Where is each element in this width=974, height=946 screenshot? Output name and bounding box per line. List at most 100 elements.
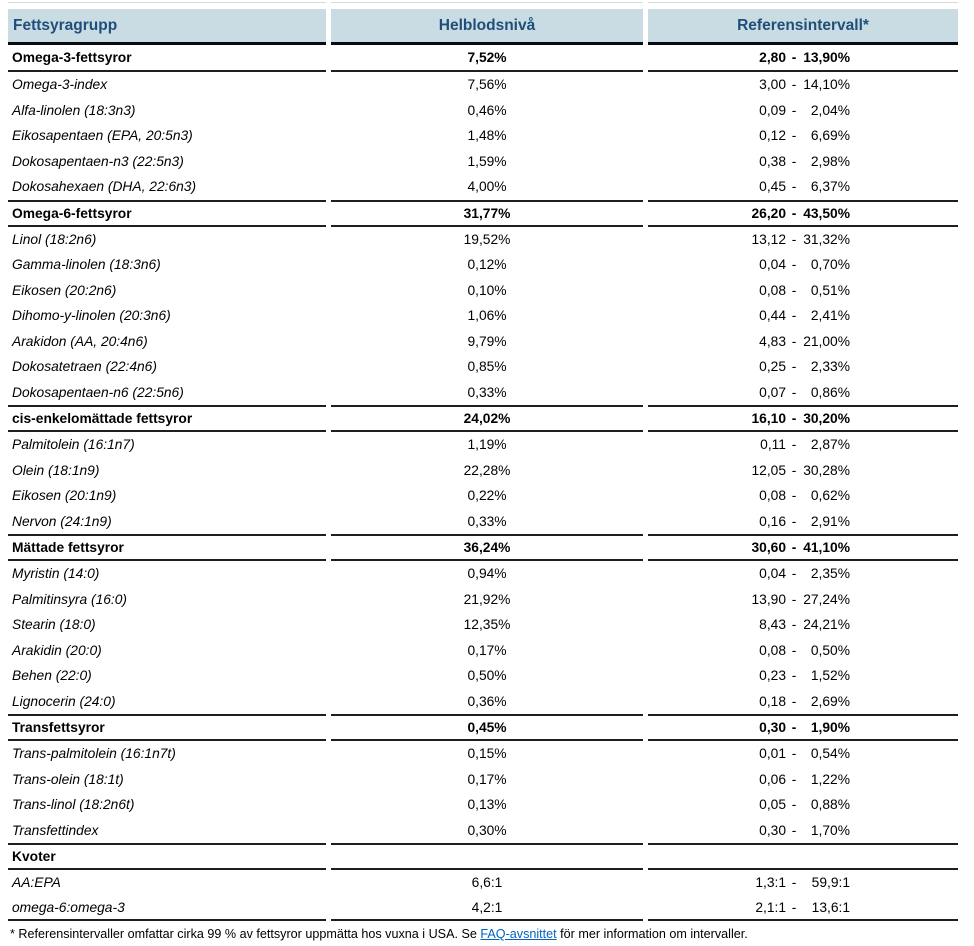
reference-dash: - (791, 771, 797, 787)
fatty-acid-label: Linol (18:2n6) (12, 231, 97, 247)
reference-high: 1,52% (810, 668, 850, 684)
table-row: AA:EPA 6,6:1 1,3:1-59,9:1 (8, 870, 958, 896)
reference-interval: 0,18-2,69% (648, 689, 958, 715)
reference-dash: - (791, 462, 797, 478)
blood-level-value: 0,15% (467, 746, 507, 762)
table-row: Nervon (24:1n9) 0,33% 0,16-2,91% (8, 509, 958, 535)
fatty-acid-label: Alfa-linolen (18:3n3) (12, 102, 136, 118)
blood-level-value: 22,28% (463, 462, 511, 478)
reference-interval: 0,23-1,52% (648, 663, 958, 689)
reference-low: 26,20 (751, 205, 786, 221)
blood-level-value: 0,12% (467, 257, 507, 273)
reference-low: 0,04 (759, 566, 786, 582)
reference-high: 0,88% (810, 797, 850, 813)
reference-dash: - (791, 205, 797, 221)
reference-interval: 0,45-6,37% (648, 174, 958, 200)
reference-dash: - (791, 359, 797, 375)
reference-low: 0,45 (759, 179, 786, 195)
reference-dash: - (791, 384, 797, 400)
table-row: Myristin (14:0) 0,94% 0,04-2,35% (8, 561, 958, 587)
fatty-acid-label: Trans-palmitolein (16:1n7t) (12, 746, 176, 762)
reference-high: 30,20% (803, 411, 850, 426)
reference-low: 1,3:1 (755, 875, 786, 891)
reference-high: 43,50% (803, 205, 850, 221)
table-row: Eikosen (20:2n6) 0,10% 0,08-0,51% (8, 278, 958, 304)
reference-low: 13,90 (751, 591, 786, 607)
reference-dash: - (791, 797, 797, 813)
section-reference-interval: 30,60-41,10% (648, 534, 958, 561)
reference-high: 13,90% (803, 50, 850, 65)
reference-interval: 0,07-0,86% (648, 380, 958, 406)
reference-interval: 0,01-0,54% (648, 741, 958, 767)
table-row: Palmitinsyra (16:0) 21,92% 13,90-27,24% (8, 587, 958, 613)
reference-dash: - (791, 128, 797, 144)
reference-interval: 0,04-2,35% (648, 561, 958, 587)
section-blood-level: 31,77% (331, 199, 643, 227)
fatty-acid-label: Stearin (18:0) (12, 617, 96, 633)
table-row: Stearin (18:0) 12,35% 8,43-24,21% (8, 612, 958, 638)
faq-link[interactable]: FAQ-avsnittet (480, 927, 557, 941)
reference-interval: 13,12-31,32% (648, 227, 958, 253)
reference-high: 21,00% (803, 333, 850, 349)
blood-level-value: 0,50% (467, 668, 507, 684)
table-row: Arakidon (AA, 20:4n6) 9,79% 4,83-21,00% (8, 329, 958, 355)
blood-level-value: 19,52% (463, 231, 511, 247)
blood-level-value: 1,59% (467, 153, 507, 169)
blood-level-value: 0,46% (467, 102, 507, 118)
column-header-fatty-acid-group: Fettsyragrupp (8, 9, 326, 45)
reference-high: 1,22% (810, 771, 850, 787)
blood-level-value: 1,19% (467, 437, 507, 453)
fatty-acid-label: omega-6:omega-3 (8, 896, 326, 921)
reference-interval: 0,08-0,50% (648, 638, 958, 664)
section-label: cis-enkelomättade fettsyror (8, 405, 326, 432)
reference-interval: 0,08-0,51% (648, 278, 958, 304)
reference-low: 0,01 (759, 746, 786, 762)
section-blood-level: 0,45% (331, 714, 643, 741)
table-row: Linol (18:2n6) 19,52% 13,12-31,32% (8, 227, 958, 253)
table-top-border (8, 2, 958, 3)
fatty-acid-label: Eikosen (20:1n9) (12, 488, 117, 504)
table-row: Dokosapentaen-n3 (22:5n3) 1,59% 0,38-2,98% (8, 149, 958, 175)
table-row: Lignocerin (24:0) 0,36% 0,18-2,69% (8, 689, 958, 715)
fatty-acid-label: AA:EPA (12, 875, 61, 891)
reference-dash: - (791, 333, 797, 349)
fatty-acid-label: Eikosen (20:2n6) (12, 282, 117, 298)
fatty-acid-label: Eikosapentaen (EPA, 20:5n3) (12, 128, 193, 144)
reference-dash: - (791, 179, 797, 195)
blood-level-value: 1,06% (467, 308, 507, 324)
reference-dash: - (791, 411, 797, 426)
column-header-reference-interval: Referensintervall* (648, 9, 958, 45)
reference-low: 0,23 (759, 668, 786, 684)
reference-high: 2,41% (810, 308, 850, 324)
reference-interval: 1,3:1-59,9:1 (648, 870, 958, 896)
reference-dash: - (791, 231, 797, 247)
fatty-acid-label: Dokosapentaen-n3 (22:5n3) (12, 153, 184, 169)
fatty-acid-label: Omega-3-index (12, 77, 108, 93)
blood-level-value: 0,22% (467, 488, 507, 504)
reference-interval: 3,00-14,10% (648, 72, 958, 98)
section-label: Omega-3-fettsyror (8, 45, 326, 72)
fatty-acid-label: Dokosapentaen-n6 (22:5n6) (12, 384, 184, 400)
reference-low: 0,12 (759, 128, 786, 144)
reference-low: 12,05 (751, 462, 786, 478)
reference-low: 3,00 (759, 77, 786, 93)
reference-high: 2,69% (810, 693, 850, 709)
table-row: Palmitolein (16:1n7) 1,19% 0,11-2,87% (8, 432, 958, 458)
reference-low: 0,11 (760, 437, 786, 453)
blood-level-value: 7,56% (467, 77, 507, 93)
reference-interval: 0,06-1,22% (648, 767, 958, 793)
fatty-acid-label: Behen (22:0) (12, 668, 92, 684)
blood-level-value: 0,30% (467, 822, 507, 838)
reference-high: 27,24% (803, 591, 850, 607)
section-reference-interval: 2,80-13,90% (648, 45, 958, 72)
reference-interval: 0,04-0,70% (648, 252, 958, 278)
reference-interval: 4,83-21,00% (648, 329, 958, 355)
section-blood-level: 7,52% (331, 45, 643, 72)
reference-low: 0,04 (759, 257, 786, 273)
reference-dash: - (791, 668, 797, 684)
fatty-acid-label: Dokosatetraen (22:4n6) (12, 359, 157, 375)
blood-level-value: 4,00% (467, 179, 507, 195)
reference-high: 24,21% (803, 617, 850, 633)
section-row: Kvoter (8, 843, 958, 870)
